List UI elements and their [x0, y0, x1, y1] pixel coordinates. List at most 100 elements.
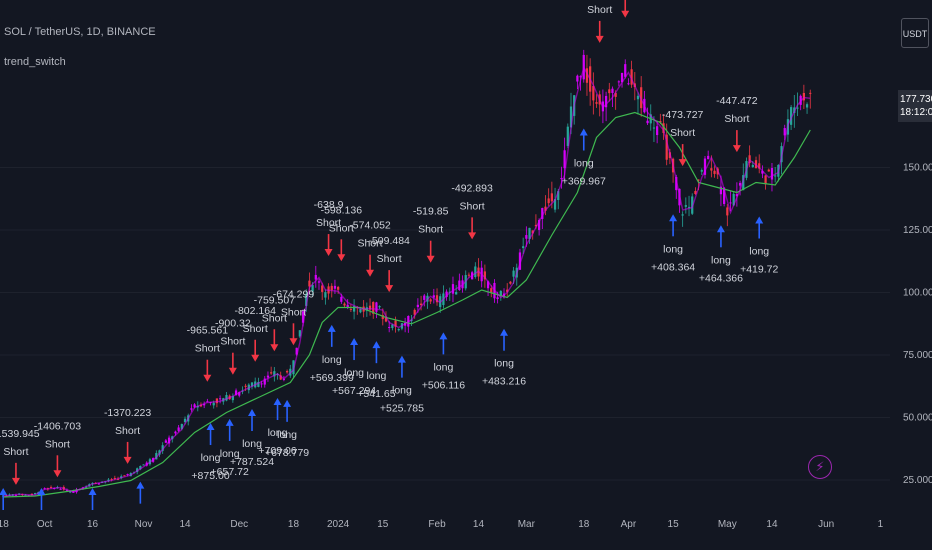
short-label: Short [329, 222, 354, 234]
candle-body [317, 281, 321, 283]
candle-body [751, 164, 754, 168]
currency-button[interactable]: USDT [901, 18, 929, 48]
candle-body [499, 290, 502, 296]
candle-body [435, 295, 439, 303]
short-arrow-head [123, 456, 132, 464]
x-tick-label: 14 [473, 519, 485, 530]
long-label: +541.65 [357, 388, 395, 400]
candle-body [534, 224, 538, 227]
candle-body [614, 92, 617, 97]
y-tick-label: 125.000 [903, 225, 932, 236]
x-tick-label: 16 [87, 519, 99, 530]
candle-body [263, 378, 266, 385]
candle-body [333, 285, 337, 289]
long-label: long [277, 429, 297, 441]
candle-body [474, 266, 477, 278]
x-tick-label: 2024 [327, 519, 350, 530]
short-label: Short [587, 4, 612, 16]
long-arrow-head [500, 328, 509, 336]
short-label: Short [262, 312, 287, 324]
candle-body [796, 107, 799, 109]
candle-body [69, 491, 72, 493]
candle-body [180, 424, 183, 429]
lightning-icon[interactable]: ⚡ [808, 455, 832, 479]
candle-body [547, 198, 550, 204]
candle-body [349, 308, 353, 310]
candle-body [97, 483, 101, 485]
short-arrow-head [251, 354, 260, 362]
short-label: -900.32 [215, 318, 251, 330]
x-tick-label: 14 [766, 519, 778, 530]
short-label: Short [115, 425, 140, 437]
long-label: +875.00 [191, 470, 229, 482]
candle-body [576, 75, 579, 82]
candle-body [116, 478, 120, 480]
long-arrow-head [350, 338, 359, 346]
short-label: -447.472 [716, 95, 758, 107]
candle-body [375, 302, 378, 312]
long-arrow-head [669, 214, 678, 222]
candle-body [809, 92, 812, 94]
short-arrow-head [270, 344, 279, 352]
candle-body [225, 395, 228, 401]
short-arrow-head [426, 255, 435, 263]
candle-body [391, 324, 394, 329]
candle-body [742, 175, 745, 191]
candle-body [684, 205, 687, 207]
short-arrow-head [468, 232, 477, 240]
long-label: long [220, 448, 240, 460]
candle-body [397, 329, 400, 331]
long-label: long [392, 385, 412, 397]
candle-body [381, 315, 384, 320]
candle-body [164, 440, 167, 443]
candle-body [218, 398, 222, 400]
long-label: +709.06 [258, 445, 296, 457]
last-price-badge: 177.730 18:12:04 [898, 90, 932, 122]
candle-body [257, 382, 260, 387]
trade-signals: -1539.945 Short -1406.703 Short -1370.223 Sho… [0, 0, 778, 510]
candle-body [569, 106, 573, 128]
candle-body [627, 83, 630, 85]
close-line [3, 65, 811, 497]
price-axis[interactable]: 25.000 50.000 75.000 100.000 125.000 150.000 [903, 163, 932, 487]
candle-body [174, 431, 177, 434]
candle-body [713, 170, 716, 174]
long-label: +464.366 [699, 272, 743, 284]
candle-body [340, 296, 343, 302]
candle-body [557, 191, 560, 200]
long-label: +419.72 [740, 264, 778, 276]
long-label: +567.294 [332, 385, 376, 397]
candle-body [761, 170, 764, 174]
time-axis[interactable]: 18 Oct 16 Nov 14 Dec 18 2024 15 Feb 14 Mar 18 Apr 15 Ma… [0, 519, 884, 530]
bar-countdown: 18:12:04 [900, 107, 932, 118]
candle-body [270, 372, 273, 374]
short-arrow-head [289, 338, 298, 346]
indicator-legend[interactable]: trend_switch [4, 56, 66, 68]
candle-body [560, 178, 563, 180]
short-label: Short [45, 438, 70, 450]
long-label: long [711, 254, 731, 266]
candle-body [604, 95, 608, 108]
short-arrow-head [678, 159, 687, 167]
long-label: long [433, 361, 453, 373]
candle-body [687, 206, 691, 208]
candle-body [585, 68, 589, 83]
short-label: Short [195, 343, 220, 355]
candle-body [279, 375, 282, 380]
candle-body [455, 292, 458, 295]
candle-body [490, 288, 493, 293]
candle-body [346, 304, 349, 308]
long-arrow-head [273, 398, 282, 405]
candle-body [321, 285, 324, 292]
candle-body [665, 134, 668, 160]
long-arrow-head [248, 409, 257, 416]
candle-body [675, 177, 678, 191]
candle-body [337, 286, 340, 290]
x-tick-label: Apr [621, 519, 637, 530]
candle-body [352, 306, 356, 312]
symbol-legend[interactable]: SOL / TetherUS, 1D, BINANCE [4, 26, 156, 38]
candle-body [732, 193, 735, 206]
short-label: Short [3, 446, 28, 458]
short-label: -1370.223 [104, 407, 151, 419]
